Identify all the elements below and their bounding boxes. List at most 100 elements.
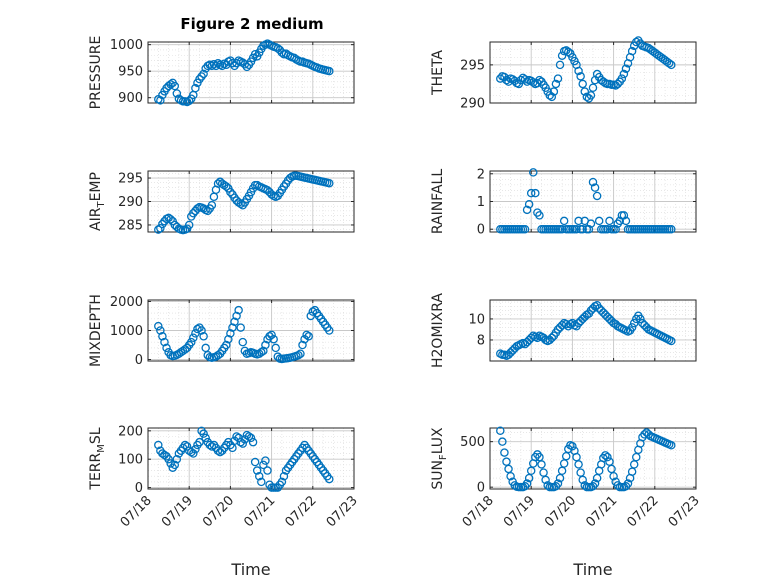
x-tick-label: 07/20: [200, 493, 237, 530]
data-point: [590, 183, 600, 192]
data-point: [617, 74, 627, 83]
data-point: [267, 330, 276, 340]
data-point: [156, 96, 165, 105]
y-tick-label: 285: [118, 218, 143, 233]
data-point: [207, 442, 217, 451]
data-point: [236, 323, 245, 332]
y-axis-label: H2OMIXRA: [430, 293, 446, 368]
data-point: [244, 432, 254, 441]
data-point: [154, 225, 163, 234]
y-tick-label: 200: [118, 424, 143, 439]
data-point: [664, 59, 674, 68]
y-tick-label: 950: [118, 65, 143, 80]
data-point: [170, 81, 180, 91]
data-point: [516, 75, 526, 85]
y-tick-label: 295: [118, 172, 143, 187]
data-point: [615, 216, 625, 226]
x-tick-label: 07/18: [460, 493, 497, 530]
data-point: [238, 337, 248, 347]
data-point: [574, 460, 583, 469]
data-point: [496, 74, 505, 83]
y-tick-label: 0: [477, 223, 485, 238]
data-point: [193, 204, 202, 213]
data-point: [222, 182, 231, 191]
data-point: [170, 460, 180, 470]
y-tick-label: 10: [468, 312, 485, 327]
data-point: [308, 307, 318, 316]
y-tick-label: 2: [477, 167, 485, 182]
data-point: [263, 466, 272, 475]
data-point: [269, 334, 278, 344]
y-axis-label: RAINFALL: [430, 169, 446, 234]
y-tick-label: 1000: [110, 324, 143, 339]
data-point: [325, 178, 334, 188]
data-point: [261, 456, 270, 465]
axes-box: [147, 427, 355, 490]
data-point: [199, 69, 208, 79]
y-tick-label: 1000: [110, 38, 143, 53]
data-point: [246, 433, 256, 443]
data-point: [162, 343, 171, 353]
data-point: [193, 324, 202, 334]
data-point: [667, 224, 676, 234]
data-point: [236, 199, 245, 209]
data-point: [586, 91, 596, 100]
data-point: [547, 333, 557, 343]
data-point: [232, 58, 241, 68]
data-point: [199, 429, 208, 438]
data-point: [230, 317, 239, 327]
data-point: [304, 332, 313, 341]
data-point: [588, 83, 598, 93]
y-tick-label: 290: [118, 195, 143, 210]
data-point: [199, 332, 208, 341]
data-point: [228, 323, 237, 332]
x-tick-label: 07/21: [241, 493, 278, 530]
data-point: [667, 60, 676, 70]
data-point: [578, 79, 587, 89]
data-point: [541, 475, 550, 485]
data-point: [184, 220, 194, 230]
x-axis-label: Time: [230, 560, 270, 579]
data-point: [195, 437, 204, 447]
data-point: [578, 224, 587, 234]
data-point: [601, 451, 610, 460]
data-point: [189, 449, 198, 458]
data-point: [184, 96, 194, 106]
subplot-6: 8 10 H2OMIXRA: [430, 293, 697, 368]
data-point: [549, 87, 559, 96]
axes-box: [489, 427, 697, 490]
data-point: [520, 75, 530, 84]
data-point: [551, 79, 561, 89]
data-point: [259, 460, 268, 470]
data-point: [250, 457, 260, 467]
data-point: [553, 74, 563, 83]
data-point: [156, 326, 165, 335]
data-point: [158, 332, 167, 341]
y-tick-label: 295: [460, 58, 485, 73]
data-point: [187, 337, 196, 347]
data-point: [574, 216, 583, 226]
data-point: [234, 433, 243, 443]
data-point: [172, 454, 182, 464]
y-tick-label: 900: [118, 91, 143, 106]
data-point: [605, 216, 614, 226]
axes-box: [489, 299, 697, 362]
y-axis-label: AIRTEMP: [88, 172, 107, 231]
subplot-5: 0 1000 2000 MIXDEPTH: [88, 294, 355, 368]
data-point: [592, 191, 602, 201]
data-point: [555, 60, 565, 70]
data-point: [627, 323, 637, 332]
data-point: [522, 205, 532, 215]
x-tick-label: 07/22: [283, 493, 320, 530]
y-axis-label: TERRMSL: [88, 427, 107, 490]
data-point: [609, 472, 618, 481]
data-point: [207, 201, 217, 210]
data-point: [259, 346, 268, 356]
data-point: [257, 348, 266, 357]
y-axis-label: MIXDEPTH: [88, 294, 104, 367]
data-point: [217, 61, 227, 71]
data-point: [621, 216, 631, 226]
data-point: [242, 62, 252, 72]
data-point: [520, 224, 530, 234]
data-point: [629, 318, 639, 328]
